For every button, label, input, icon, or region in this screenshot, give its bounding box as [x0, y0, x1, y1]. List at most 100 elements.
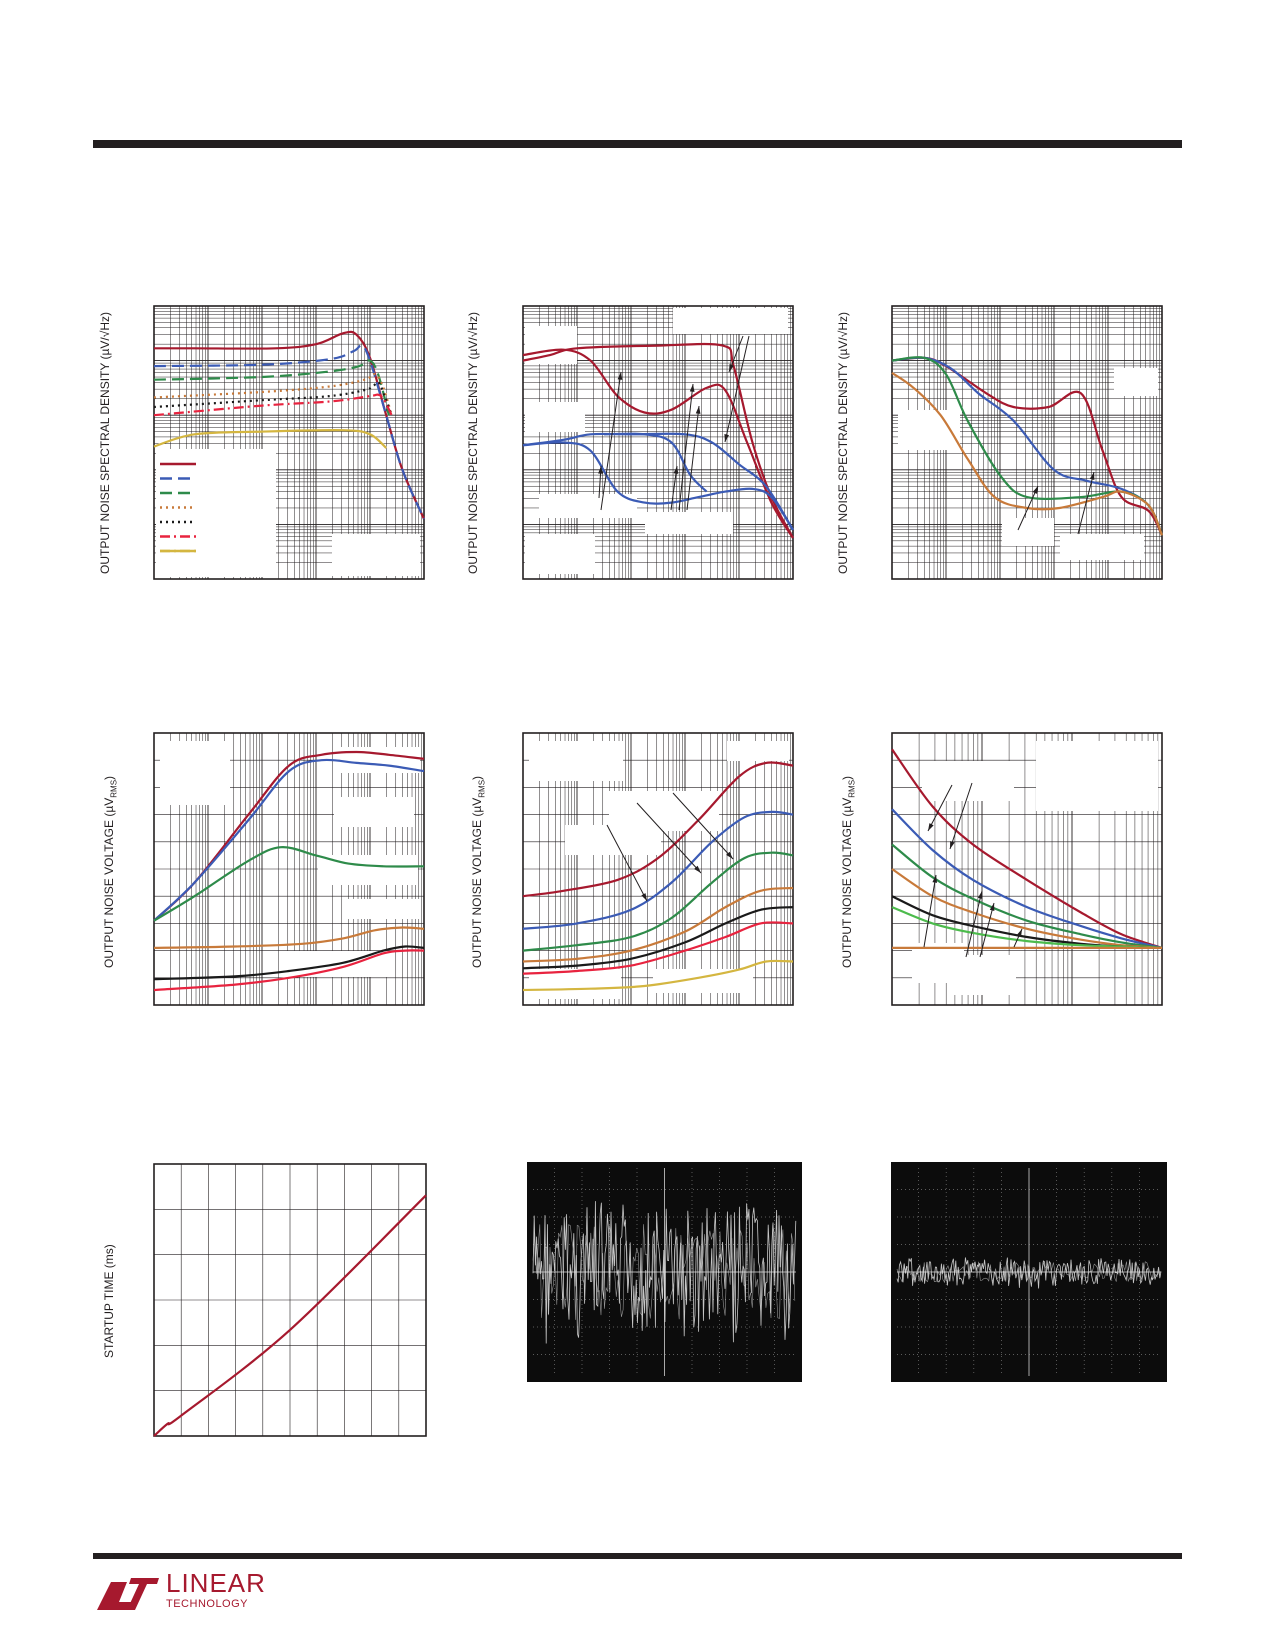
annotation-arrow-2: [636, 802, 702, 874]
annotation-arrow-3: [606, 824, 648, 902]
annotation-arrow-7-head: [673, 466, 679, 474]
annotation-arrow-4-head: [977, 891, 983, 899]
label-area-1: [1036, 741, 1158, 811]
annotation-arrow-2: [949, 782, 973, 850]
annotation-arrow-2-head: [694, 865, 701, 873]
annotation-arrow-2-head: [1089, 472, 1095, 480]
plot-frame: [522, 732, 794, 1006]
annotation-arrow-5: [979, 902, 995, 958]
series-line-7: [522, 959, 794, 992]
annotation-arrow-1: [927, 784, 953, 832]
legend: [160, 462, 196, 553]
grid-horizontal: [154, 1209, 426, 1391]
annotation-arrow-4-head: [729, 364, 734, 372]
annotation-arrow-5-head: [724, 434, 729, 442]
noise-voltage-chart-2: [522, 732, 794, 1006]
bottom-rule: [93, 1553, 1182, 1559]
logo-wordmark: LINEAR: [166, 1568, 266, 1598]
series-line-4: [153, 926, 425, 949]
annotation-arrow-3-head: [641, 893, 647, 901]
plot-frame: [153, 305, 425, 580]
noise-density-chart-2: [522, 305, 794, 580]
series-line-3: [153, 846, 425, 922]
label-area-4: [1060, 534, 1144, 560]
y-axis-label-3: OUTPUT NOISE SPECTRAL DENSITY (µV/√Hz): [836, 312, 850, 574]
annotation-arrow-3-head: [932, 875, 938, 883]
label-area-5: [344, 899, 420, 919]
series-line-3: [522, 851, 794, 952]
series-line-4: [153, 372, 393, 416]
label-area-1: [529, 741, 623, 781]
series-line-5: [153, 945, 425, 981]
plot-frame: [153, 732, 425, 1006]
series-line-2: [522, 810, 794, 930]
noise-trace: [532, 1201, 797, 1344]
annotation-arrow-1-head: [1032, 486, 1038, 494]
legend-area: [156, 449, 276, 577]
series-line-6: [522, 921, 794, 975]
plot-frame: [522, 305, 794, 580]
annotation-arrow-1-head: [617, 372, 623, 380]
oscilloscope-trace-1: [527, 1162, 802, 1382]
series-line-1: [153, 1194, 427, 1437]
label-area-3: [609, 791, 719, 831]
series-line-5: [603, 432, 708, 493]
label-area-1: [160, 741, 230, 805]
plot-frame: [153, 1163, 427, 1437]
series-line-7: [153, 429, 387, 449]
y-axis-label-5: OUTPUT NOISE VOLTAGE (µVRMS): [470, 775, 487, 968]
annotation-arrow-2: [1077, 471, 1095, 535]
series-line-2: [522, 348, 794, 539]
label-area-4: [565, 825, 661, 855]
label-area-3: [539, 494, 637, 518]
series-line-6: [153, 393, 393, 417]
label-area-1: [1114, 368, 1158, 396]
series-line-5: [153, 381, 393, 416]
annotation-arrow-3: [923, 874, 937, 948]
annotation-arrow-1-head: [726, 851, 733, 859]
top-rule: [93, 140, 1182, 148]
series-line-1: [522, 342, 794, 539]
noise-trace: [896, 1257, 1162, 1289]
series-line-4: [522, 441, 794, 531]
label-area-4: [952, 955, 1016, 995]
note-area: [332, 534, 420, 576]
series-line-3: [522, 432, 794, 531]
series-line-4: [522, 886, 794, 963]
series-line-1: [891, 748, 1163, 949]
grid: [522, 306, 793, 580]
series-line-3: [891, 843, 1163, 949]
series-line-4: [891, 371, 1164, 536]
y-axis-label-2: OUTPUT NOISE SPECTRAL DENSITY (µV/√Hz): [466, 312, 480, 574]
series-line-6: [153, 949, 425, 992]
annotation-arrow-1: [600, 371, 622, 511]
linear-logo-icon: [97, 1578, 159, 1610]
annotation-arrow-1: [672, 792, 734, 860]
y-axis-label-4: OUTPUT NOISE VOLTAGE (µVRMS): [102, 775, 119, 968]
noise-density-chart-1: [153, 305, 426, 580]
y-axis-label-6: OUTPUT NOISE VOLTAGE (µVRMS): [840, 775, 857, 968]
annotation-arrow-1-head: [928, 823, 934, 831]
series-line-5: [522, 906, 794, 970]
annotation-arrow-3-head: [695, 406, 701, 414]
annotation-arrow-3: [686, 405, 700, 511]
noise-voltage-chart-3: [891, 732, 1163, 1006]
annotation-arrow-6-head: [1016, 929, 1022, 937]
series-line-6: [891, 906, 1163, 949]
label-area-2: [727, 741, 789, 761]
annotation-arrow-6-head: [598, 466, 603, 474]
series-line-3: [153, 359, 390, 416]
series-line-2: [153, 758, 425, 922]
note-area: [673, 308, 788, 334]
series-line-1: [522, 761, 794, 898]
label-area-5: [529, 969, 621, 999]
oscilloscope-trace-2: [891, 1162, 1167, 1382]
annotation-arrow-2-head: [689, 384, 695, 392]
annotation-arrow-1: [1017, 485, 1039, 531]
label-area-3: [1002, 518, 1054, 546]
logo-subtext: TECHNOLOGY: [166, 1598, 249, 1610]
series-line-2: [891, 808, 1163, 949]
label-area-5: [645, 512, 733, 534]
y-axis-label-7: STARTUP TIME (ms): [102, 1244, 116, 1358]
y-axis-label-1: OUTPUT NOISE SPECTRAL DENSITY (µV/√Hz): [98, 312, 112, 574]
